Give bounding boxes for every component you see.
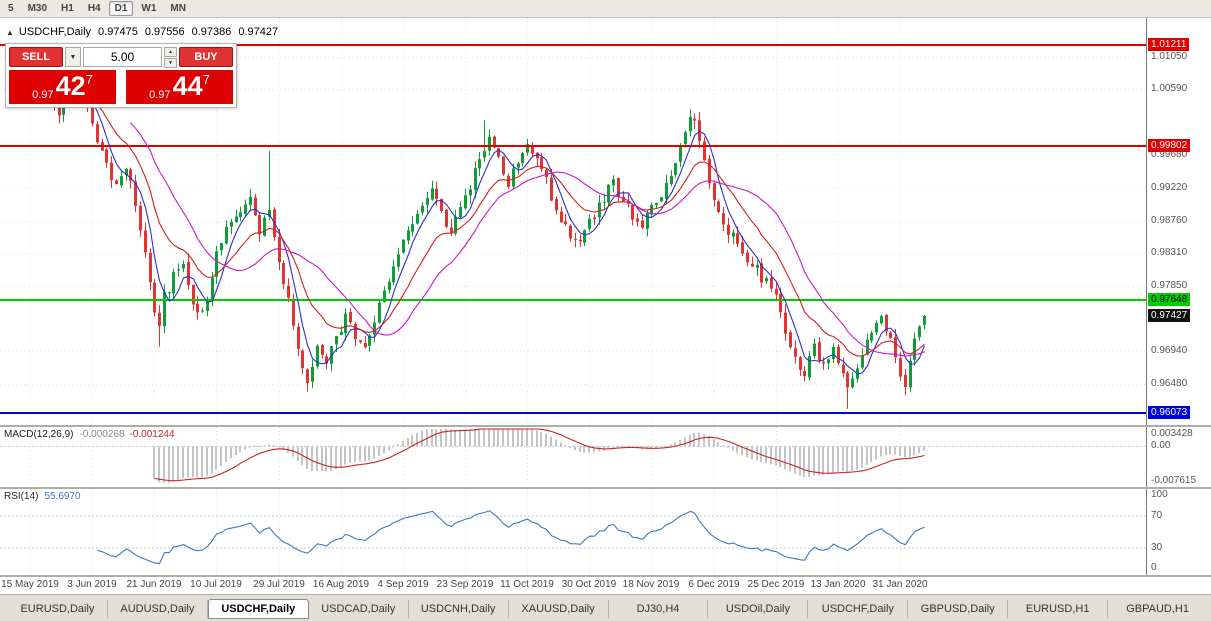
macd-name: MACD(12,26,9) [4,429,74,440]
resistance-line-label: 1.01211 [1148,38,1190,51]
date-axis-label: 4 Sep 2019 [377,579,429,590]
rsi-label: RSI(14) 55.6970 [4,491,81,502]
ohlc-low: 0.97386 [191,26,232,38]
macd-axis: 0.003428 0.00 -0.007615 [1146,427,1211,487]
buy-price-display[interactable]: 0.97 44 7 [126,70,233,104]
timeframe-toolbar: 5 M30 H1 H4 D1 W1 MN [0,0,1211,18]
timeframe-button-5[interactable]: 5 [8,3,14,14]
timeframe-button-w1[interactable]: W1 [141,3,157,14]
ohlc-close: 0.97427 [238,26,279,38]
chart-tab-dj30-h4[interactable]: DJ30,H4 [609,600,709,618]
macd-label: MACD(12,26,9) -0.000268 -0.001244 [4,429,175,440]
rsi-name: RSI(14) [4,491,39,502]
price-axis-label: 0.98760 [1151,214,1188,226]
macd-panel-canvas[interactable] [0,427,1146,487]
price-axis-label: 1.00590 [1151,83,1188,95]
macd-axis-label: 0.003428 [1151,428,1193,439]
rsi-axis-label: 70 [1151,510,1163,521]
date-axis-label: 6 Dec 2019 [688,579,740,590]
ohlc-high: 0.97556 [144,26,185,38]
volume-stepper: ▲ ▼ [164,47,177,68]
price-axis-label: 1.01050 [1151,50,1188,62]
volume-dropdown-button[interactable]: ▼ [65,47,81,67]
chart-tab-usdchf-daily[interactable]: USDCHF,Daily [207,599,309,619]
chart-tab-eurusd-daily[interactable]: EURUSD,Daily [8,600,108,618]
price-axis-label: 0.99220 [1151,181,1188,193]
date-axis-label: 3 Jun 2019 [67,579,117,590]
sell-price-sup: 7 [85,72,93,87]
date-axis-label: 23 Sep 2019 [436,579,494,590]
buy-price-sup: 7 [202,72,210,87]
date-axis-label: 18 Nov 2019 [622,579,680,590]
timeframe-button-h4[interactable]: H4 [87,3,101,14]
chart-tab-eurusd-h1[interactable]: EURUSD,H1 [1008,600,1109,618]
chart-tab-usdchf-daily[interactable]: USDCHF,Daily [808,600,909,618]
date-axis-label: 25 Dec 2019 [747,579,805,590]
date-axis-label: 15 May 2019 [1,579,59,590]
sell-price-prefix: 0.97 [32,89,54,101]
timeframe-button-mn[interactable]: MN [170,3,186,14]
macd-signal-value: -0.001244 [129,429,175,440]
macd-axis-label: -0.007615 [1151,475,1197,486]
one-click-toggle-icon[interactable]: ▲ [6,27,14,37]
rsi-axis: 100 70 30 0 [1146,489,1211,575]
chart-title: ▲ USDCHF,Daily 0.97475 0.97556 0.97386 0… [6,26,278,38]
sell-price-display[interactable]: 0.97 42 7 [9,70,116,104]
chart-tab-gbpaud-h1[interactable]: GBPAUD,H1 [1126,603,1189,615]
support-line-label: 0.97648 [1148,293,1191,307]
chart-tab-gbpusd-daily[interactable]: GBPUSD,Daily [908,600,1009,618]
date-axis-label: 30 Oct 2019 [561,579,617,590]
sell-price-big: 42 [55,71,86,101]
rsi-axis-label: 100 [1151,489,1168,500]
volume-spin-up-icon[interactable]: ▲ [164,47,177,57]
price-axis-label: 0.96480 [1151,377,1188,389]
date-axis-label: 21 Jun 2019 [126,579,182,590]
support-line-label: 0.96073 [1148,406,1191,419]
buy-button[interactable]: BUY [179,47,233,67]
price-axis-label: 0.98310 [1151,246,1188,258]
panel-splitter[interactable] [0,425,1211,427]
price-axis-label: 0.96940 [1151,344,1188,356]
timeframe-button-d1[interactable]: D1 [108,1,134,16]
resistance-line-label: 0.99802 [1148,138,1191,152]
date-axis-label: 11 Oct 2019 [500,579,554,590]
timeframe-button-h1[interactable]: H1 [61,3,74,14]
chart-tab-audusd-daily[interactable]: AUDUSD,Daily [108,600,208,618]
date-axis-label: 29 Jul 2019 [253,579,305,590]
volume-spin-down-icon[interactable]: ▼ [164,58,177,68]
current-price-label: 0.97427 [1148,309,1191,323]
rsi-axis-label: 0 [1151,562,1157,573]
chart-tab-usdoil-daily[interactable]: USDOil,Daily [708,600,809,618]
chart-symbol-period: USDCHF,Daily [18,26,92,38]
price-chart-canvas[interactable] [0,18,1146,425]
chart-tab-bar: EURUSD,Daily AUDUSD,Daily USDCHF,Daily USDC… [0,594,1211,621]
rsi-value: 55.6970 [44,491,81,502]
price-axis[interactable]: 1.01050 1.00590 0.99680 0.99220 0.98760 0.983… [1146,18,1211,425]
chevron-down-icon: ▼ [69,53,77,61]
sell-button[interactable]: SELL [9,47,63,67]
one-click-trading-panel: SELL ▼ ▲ ▼ BUY 0.97 42 7 0.97 44 7 [5,43,237,108]
date-axis: 15 May 2019 3 Jun 2019 21 Jun 2019 10 Jul 2… [0,577,1211,594]
date-axis-label: 13 Jan 2020 [810,579,866,590]
rsi-axis-label: 30 [1151,542,1163,553]
buy-price-prefix: 0.97 [149,89,171,101]
rsi-panel-canvas[interactable] [0,489,1146,575]
volume-input[interactable] [83,47,162,67]
macd-axis-label: 0.00 [1151,440,1171,452]
chart-tab-usdcnh-daily[interactable]: USDCNH,Daily [409,600,509,618]
date-axis-label: 16 Aug 2019 [312,579,370,590]
ohlc-open: 0.97475 [98,26,138,38]
date-axis-label: 10 Jul 2019 [190,579,242,590]
chart-tab-xauusd-daily[interactable]: XAUUSD,Daily [509,600,609,618]
date-axis-label: 31 Jan 2020 [872,579,928,590]
chart-tab-usdcad-daily[interactable]: USDCAD,Daily [309,600,409,618]
panel-splitter[interactable] [0,487,1211,489]
buy-price-big: 44 [172,71,203,101]
timeframe-button-m30[interactable]: M30 [27,3,48,14]
price-axis-label: 0.99680 [1151,148,1188,160]
price-axis-label: 0.97850 [1151,279,1188,291]
panel-splitter [0,575,1211,577]
macd-value: -0.000268 [79,429,125,440]
